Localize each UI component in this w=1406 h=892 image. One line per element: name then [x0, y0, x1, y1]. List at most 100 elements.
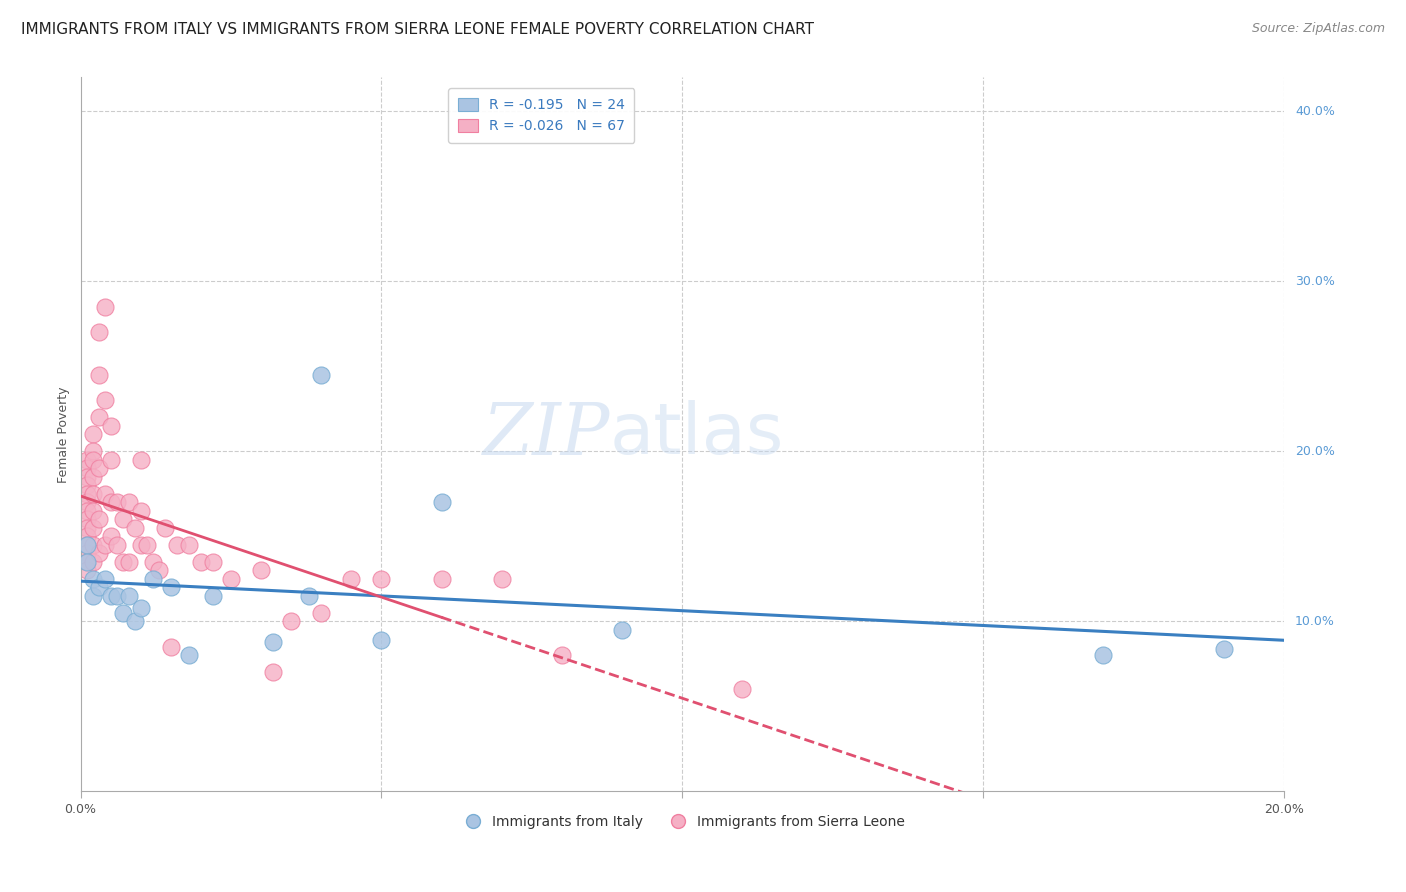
Point	[100, 495, 122, 509]
Point	[76, 470, 98, 484]
Point	[262, 665, 284, 680]
Point	[76, 538, 98, 552]
Point	[430, 572, 453, 586]
Point	[76, 461, 98, 475]
Point	[309, 606, 332, 620]
Point	[160, 580, 183, 594]
Y-axis label: Female Poverty: Female Poverty	[58, 386, 70, 483]
Point	[82, 427, 104, 442]
Point	[76, 512, 98, 526]
Point	[111, 555, 134, 569]
Point	[111, 606, 134, 620]
Point	[82, 487, 104, 501]
Point	[76, 453, 98, 467]
Point	[82, 572, 104, 586]
Point	[166, 538, 188, 552]
Point	[280, 615, 302, 629]
Point	[135, 538, 157, 552]
Point	[118, 495, 141, 509]
Point	[82, 589, 104, 603]
Point	[100, 529, 122, 543]
Point	[82, 538, 104, 552]
Text: IMMIGRANTS FROM ITALY VS IMMIGRANTS FROM SIERRA LEONE FEMALE POVERTY CORRELATION: IMMIGRANTS FROM ITALY VS IMMIGRANTS FROM…	[21, 22, 814, 37]
Point	[105, 538, 128, 552]
Point	[124, 615, 146, 629]
Point	[76, 555, 98, 569]
Point	[76, 487, 98, 501]
Legend: Immigrants from Italy, Immigrants from Sierra Leone: Immigrants from Italy, Immigrants from S…	[454, 809, 911, 834]
Point	[111, 512, 134, 526]
Point	[87, 410, 110, 425]
Point	[148, 563, 170, 577]
Point	[76, 478, 98, 492]
Point	[93, 487, 115, 501]
Point	[491, 572, 513, 586]
Point	[82, 453, 104, 467]
Text: Source: ZipAtlas.com: Source: ZipAtlas.com	[1251, 22, 1385, 36]
Point	[93, 300, 115, 314]
Point	[1092, 648, 1115, 663]
Point	[190, 555, 212, 569]
Point	[76, 538, 98, 552]
Text: 40.0%: 40.0%	[1295, 105, 1334, 118]
Point	[309, 368, 332, 382]
Point	[87, 546, 110, 560]
Point	[87, 580, 110, 594]
Point	[87, 326, 110, 340]
Point	[201, 589, 224, 603]
Point	[129, 453, 152, 467]
Point	[1212, 641, 1234, 656]
Point	[142, 555, 165, 569]
Point	[118, 555, 141, 569]
Point	[201, 555, 224, 569]
Point	[82, 470, 104, 484]
Point	[551, 648, 574, 663]
Point	[298, 589, 321, 603]
Point	[124, 521, 146, 535]
Point	[219, 572, 242, 586]
Point	[610, 623, 633, 637]
Point	[76, 563, 98, 577]
Text: atlas: atlas	[610, 400, 785, 469]
Point	[262, 634, 284, 648]
Point	[87, 512, 110, 526]
Point	[76, 529, 98, 543]
Point	[82, 504, 104, 518]
Point	[142, 572, 165, 586]
Point	[160, 640, 183, 654]
Point	[93, 538, 115, 552]
Point	[250, 563, 273, 577]
Point	[76, 504, 98, 518]
Point	[370, 572, 392, 586]
Point	[129, 538, 152, 552]
Point	[129, 600, 152, 615]
Text: 20.0%: 20.0%	[1295, 445, 1334, 458]
Point	[340, 572, 363, 586]
Point	[87, 368, 110, 382]
Point	[93, 572, 115, 586]
Text: ZIP: ZIP	[482, 399, 610, 469]
Point	[129, 504, 152, 518]
Point	[76, 555, 98, 569]
Point	[100, 418, 122, 433]
Point	[105, 495, 128, 509]
Point	[82, 521, 104, 535]
Point	[105, 589, 128, 603]
Point	[82, 444, 104, 458]
Text: 10.0%: 10.0%	[1295, 615, 1334, 628]
Point	[177, 538, 200, 552]
Point	[731, 682, 754, 697]
Point	[370, 632, 392, 647]
Point	[82, 555, 104, 569]
Point	[100, 453, 122, 467]
Point	[93, 393, 115, 408]
Text: 30.0%: 30.0%	[1295, 275, 1334, 288]
Point	[153, 521, 176, 535]
Point	[87, 461, 110, 475]
Point	[100, 589, 122, 603]
Point	[76, 546, 98, 560]
Point	[118, 589, 141, 603]
Point	[76, 495, 98, 509]
Point	[177, 648, 200, 663]
Point	[430, 495, 453, 509]
